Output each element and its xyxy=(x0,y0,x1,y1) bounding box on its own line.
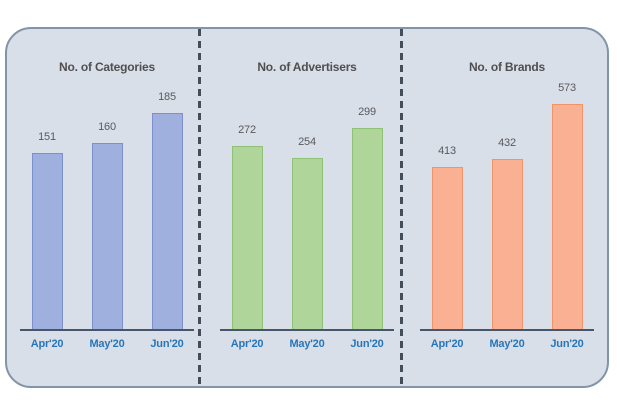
categories-chart: No. of Categories 151 160 185 Apr'20 May… xyxy=(7,29,207,386)
bar-may20 xyxy=(291,158,323,329)
x-axis-labels: Apr'20 May'20 Jun'20 xyxy=(420,338,594,350)
bar-may20 xyxy=(91,143,123,329)
bar-group: 254 xyxy=(291,136,323,329)
x-axis-label: May'20 xyxy=(489,338,525,350)
x-axis-label: Jun'20 xyxy=(550,338,584,350)
plot-area: 151 160 185 xyxy=(20,75,194,331)
metrics-dashboard-card: No. of Categories 151 160 185 Apr'20 May… xyxy=(5,27,609,388)
bar-apr20 xyxy=(31,153,63,329)
bar-value-label: 185 xyxy=(158,91,176,103)
bar-jun20 xyxy=(551,104,583,329)
chart-title: No. of Brands xyxy=(468,60,546,74)
bar-group: 299 xyxy=(351,106,383,329)
plot-area: 413 432 573 xyxy=(420,75,594,331)
bar-group: 432 xyxy=(491,137,523,329)
panel-divider xyxy=(198,29,201,386)
x-axis-label: May'20 xyxy=(289,338,325,350)
x-axis-labels: Apr'20 May'20 Jun'20 xyxy=(220,338,394,350)
bar-group: 272 xyxy=(231,124,263,329)
chart-title: No. of Advertisers xyxy=(257,60,357,74)
bar-group: 151 xyxy=(31,131,63,329)
bar-jun20 xyxy=(351,128,383,329)
x-axis-label: Jun'20 xyxy=(150,338,184,350)
x-axis-label: Jun'20 xyxy=(350,338,384,350)
bar-group: 185 xyxy=(151,91,183,329)
bar-group: 413 xyxy=(431,145,463,329)
chart-title: No. of Categories xyxy=(59,60,155,74)
bar-value-label: 432 xyxy=(498,137,516,149)
advertisers-chart: No. of Advertisers 272 254 299 Apr'20 Ma… xyxy=(207,29,407,386)
x-axis-label: Apr'20 xyxy=(30,338,64,350)
bar-apr20 xyxy=(231,146,263,329)
bar-may20 xyxy=(491,159,523,329)
panel-divider xyxy=(400,29,403,386)
bar-group: 160 xyxy=(91,121,123,329)
bar-jun20 xyxy=(151,113,183,329)
bar-value-label: 151 xyxy=(38,131,56,143)
bar-value-label: 299 xyxy=(358,106,376,118)
plot-area: 272 254 299 xyxy=(220,75,394,331)
x-axis-labels: Apr'20 May'20 Jun'20 xyxy=(20,338,194,350)
brands-chart: No. of Brands 413 432 573 Apr'20 May'20 … xyxy=(407,29,607,386)
x-axis-label: Apr'20 xyxy=(430,338,464,350)
bar-group: 573 xyxy=(551,82,583,329)
x-axis-label: May'20 xyxy=(89,338,125,350)
x-axis-label: Apr'20 xyxy=(230,338,264,350)
bar-value-label: 160 xyxy=(98,121,116,133)
bar-value-label: 573 xyxy=(558,82,576,94)
bar-value-label: 272 xyxy=(238,124,256,136)
bar-apr20 xyxy=(431,167,463,329)
bar-value-label: 254 xyxy=(298,136,316,148)
bar-value-label: 413 xyxy=(438,145,456,157)
